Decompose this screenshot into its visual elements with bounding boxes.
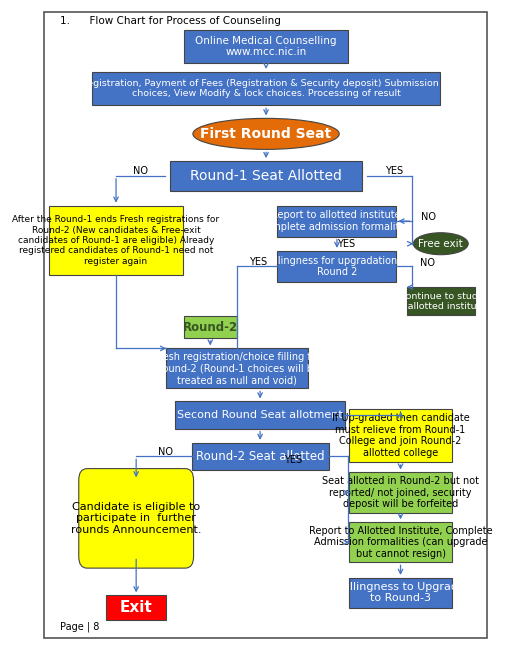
FancyBboxPatch shape <box>92 72 440 105</box>
FancyBboxPatch shape <box>79 469 194 568</box>
Text: Registration, Payment of Fees (Registration & Security deposit) Submission of
ch: Registration, Payment of Fees (Registrat… <box>81 79 451 99</box>
FancyBboxPatch shape <box>44 12 487 638</box>
Text: Report to allotted institute,
complete admission formalities: Report to allotted institute, complete a… <box>260 210 414 232</box>
Text: Seat allotted in Round-2 but not
reported/ not joined, security
deposit will be : Seat allotted in Round-2 but not reporte… <box>322 476 479 509</box>
Ellipse shape <box>413 233 468 254</box>
Text: First Round Seat: First Round Seat <box>200 127 332 141</box>
Text: Candidate is eligible to
participate in  further
rounds Announcement.: Candidate is eligible to participate in … <box>71 502 201 535</box>
FancyBboxPatch shape <box>349 578 452 607</box>
FancyBboxPatch shape <box>192 443 329 470</box>
Text: Willingness for upgradation to
Round 2: Willingness for upgradation to Round 2 <box>263 256 411 277</box>
FancyBboxPatch shape <box>184 316 237 338</box>
Text: 1.      Flow Chart for Process of Counseling: 1. Flow Chart for Process of Counseling <box>60 16 281 25</box>
Text: NO: NO <box>158 447 173 457</box>
Text: Free exit: Free exit <box>418 239 463 249</box>
FancyBboxPatch shape <box>106 595 166 620</box>
Text: Online Medical Counselling
www.mcc.nic.in: Online Medical Counselling www.mcc.nic.i… <box>195 36 337 57</box>
Text: Round-2 Seat allotted: Round-2 Seat allotted <box>196 450 324 463</box>
Text: Continue to study
in allotted institute: Continue to study in allotted institute <box>395 291 486 311</box>
FancyBboxPatch shape <box>49 206 184 275</box>
FancyBboxPatch shape <box>166 349 308 389</box>
Text: NO: NO <box>133 166 148 177</box>
FancyBboxPatch shape <box>349 409 452 462</box>
FancyBboxPatch shape <box>175 401 345 428</box>
Text: YES: YES <box>337 239 355 249</box>
Text: YES: YES <box>385 166 403 177</box>
Text: After the Round-1 ends Fresh registrations for
Round-2 (New candidates & Free-ex: After the Round-1 ends Fresh registratio… <box>13 215 220 266</box>
Text: NO: NO <box>420 258 434 268</box>
FancyBboxPatch shape <box>349 472 452 513</box>
FancyBboxPatch shape <box>407 287 475 315</box>
Text: Page | 8: Page | 8 <box>60 622 99 632</box>
Text: YES: YES <box>284 455 303 465</box>
Text: Round-1 Seat Allotted: Round-1 Seat Allotted <box>190 169 342 183</box>
FancyBboxPatch shape <box>277 251 396 282</box>
FancyBboxPatch shape <box>349 522 452 562</box>
Text: Exit: Exit <box>120 600 153 615</box>
Text: NO: NO <box>421 212 436 222</box>
Text: Fresh registration/choice filling for
Round-2 (Round-1 choices will be
treated a: Fresh registration/choice filling for Ro… <box>154 352 320 385</box>
Text: If Up-graded then candidate
must relieve from Round-1
College and join Round-2
a: If Up-graded then candidate must relieve… <box>332 413 469 458</box>
Ellipse shape <box>193 118 339 149</box>
Text: YES: YES <box>249 258 267 267</box>
Text: Round-2: Round-2 <box>183 321 238 334</box>
FancyBboxPatch shape <box>277 206 396 237</box>
Text: Report to Allotted Institute, Complete
Admission formalities (can upgrade
but ca: Report to Allotted Institute, Complete A… <box>309 526 492 559</box>
Text: Willingness to Upgrade
to Round-3: Willingness to Upgrade to Round-3 <box>336 582 465 604</box>
Text: Second Round Seat allotment: Second Round Seat allotment <box>177 410 343 420</box>
FancyBboxPatch shape <box>184 30 348 64</box>
FancyBboxPatch shape <box>170 161 362 191</box>
